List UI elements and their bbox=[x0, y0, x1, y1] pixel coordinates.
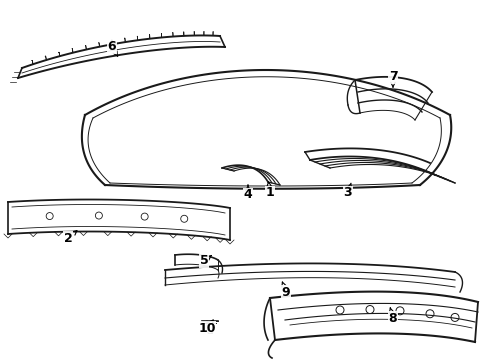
Text: 10: 10 bbox=[198, 320, 215, 334]
Text: 6: 6 bbox=[107, 40, 118, 57]
Text: 4: 4 bbox=[243, 185, 252, 202]
Text: 9: 9 bbox=[281, 282, 290, 298]
Text: 2: 2 bbox=[63, 230, 77, 244]
Text: 3: 3 bbox=[343, 183, 351, 199]
Text: 8: 8 bbox=[388, 308, 397, 324]
Text: 7: 7 bbox=[388, 71, 397, 87]
Text: 5: 5 bbox=[199, 255, 211, 267]
Text: 1: 1 bbox=[265, 182, 274, 199]
